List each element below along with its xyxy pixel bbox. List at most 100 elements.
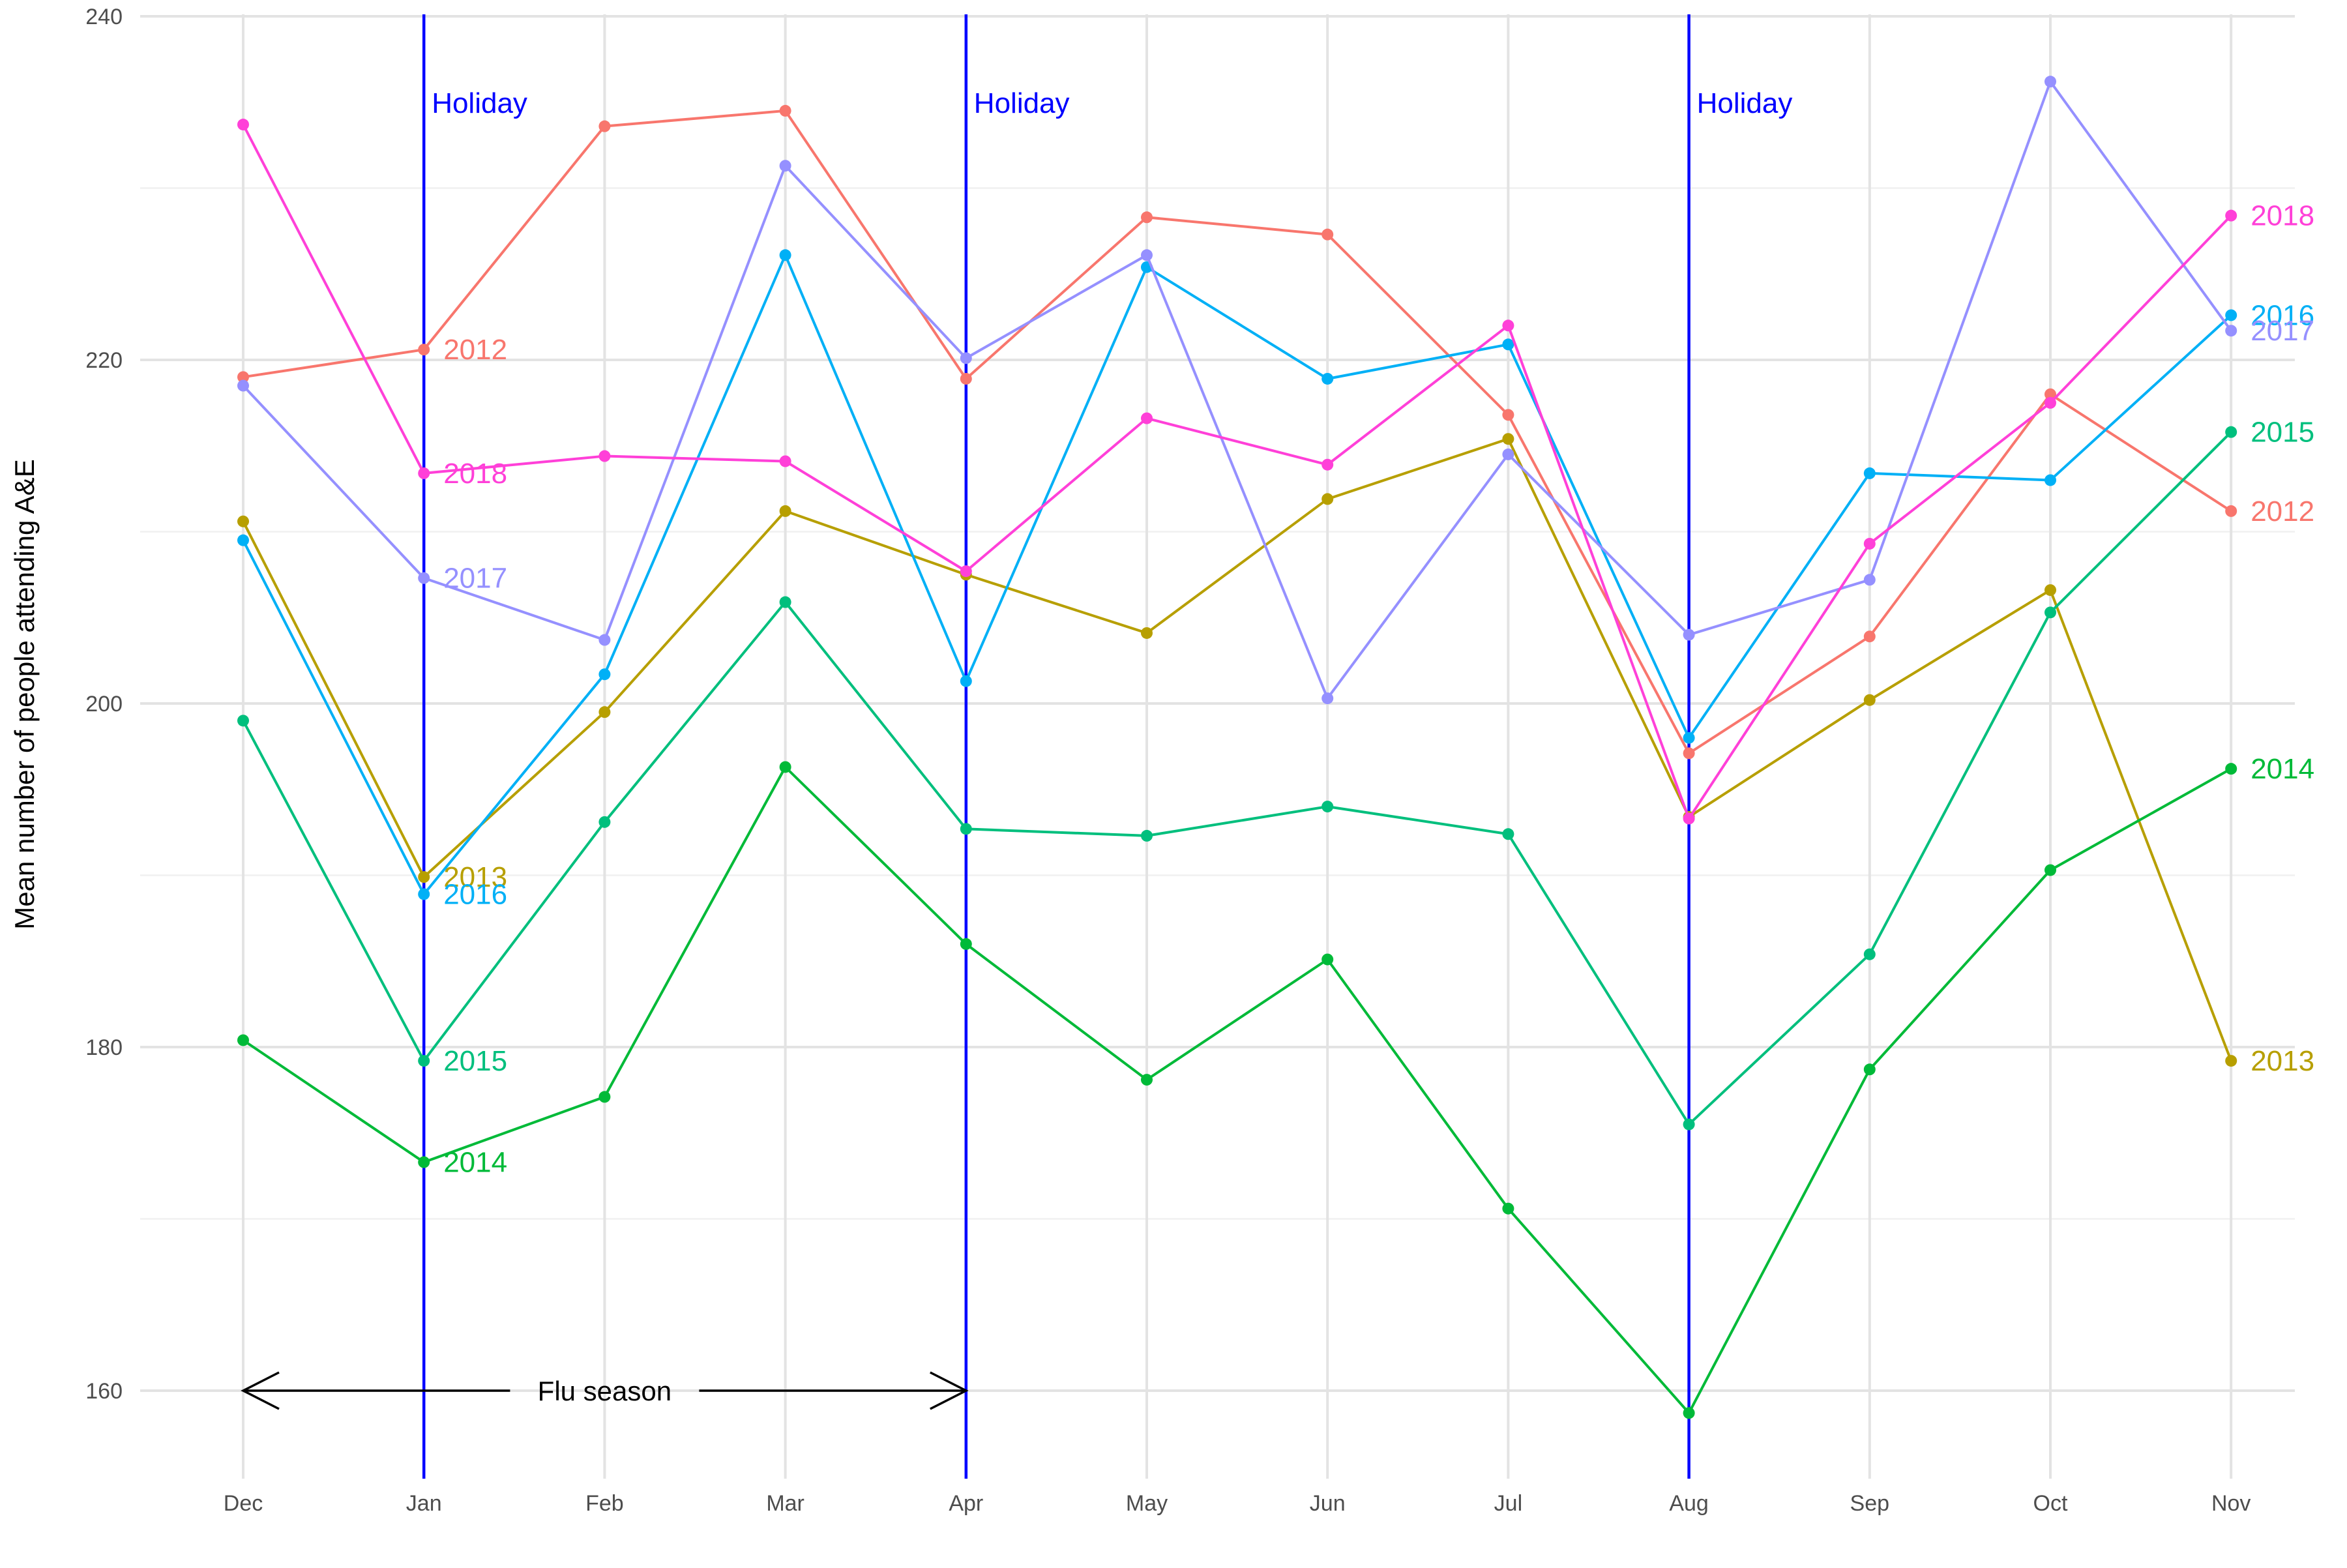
data-point xyxy=(1863,467,1876,479)
data-point xyxy=(779,596,791,608)
data-point xyxy=(237,534,249,546)
data-point xyxy=(237,1034,249,1046)
data-point xyxy=(2044,606,2056,619)
series-label-nov: 2018 xyxy=(2251,200,2314,232)
data-point xyxy=(1863,948,1876,960)
data-point xyxy=(960,352,972,364)
data-point xyxy=(779,761,791,773)
data-point xyxy=(418,344,430,356)
data-point xyxy=(1141,829,1153,842)
data-point xyxy=(1141,249,1153,261)
data-point xyxy=(1683,1407,1695,1419)
data-point xyxy=(237,371,249,383)
data-point xyxy=(237,119,249,131)
holiday-label: Holiday xyxy=(1697,87,1793,119)
data-point xyxy=(960,938,972,950)
x-tick-label: Oct xyxy=(2033,1491,2068,1516)
data-point xyxy=(2225,325,2237,337)
series-label-jan: 2018 xyxy=(443,458,507,490)
data-point xyxy=(2044,396,2056,409)
series-2018: 2018 2018 xyxy=(237,119,2314,825)
series-label-nov: 2013 xyxy=(2251,1045,2314,1077)
annotations: Flu season xyxy=(241,1371,969,1410)
x-tick-label: Mar xyxy=(766,1491,804,1516)
data-point xyxy=(598,120,611,132)
data-point xyxy=(1321,458,1334,471)
data-point xyxy=(1683,812,1695,825)
series-label-jan: 2014 xyxy=(443,1147,507,1179)
data-point xyxy=(1683,747,1695,760)
data-point xyxy=(598,668,611,681)
data-point xyxy=(598,450,611,462)
x-tick-label: Jul xyxy=(1494,1491,1522,1516)
series-group: 2012201220132013201420142015201520162016… xyxy=(237,76,2314,1419)
data-point xyxy=(1141,627,1153,639)
data-point xyxy=(2225,763,2237,775)
y-axis-title: Mean number of people attending A&E xyxy=(9,459,40,930)
data-point xyxy=(1321,228,1334,241)
arrowhead-right xyxy=(930,1371,969,1410)
data-point xyxy=(598,1091,611,1103)
data-point xyxy=(2225,426,2237,438)
data-point xyxy=(1502,338,1514,351)
holiday-lines: Holiday Holiday Holiday xyxy=(422,14,1793,1479)
series-line xyxy=(243,109,2232,755)
series-label-nov: 2015 xyxy=(2251,417,2314,449)
series-2015: 2015 2015 xyxy=(237,417,2314,1131)
series-line xyxy=(242,254,2232,896)
data-point xyxy=(1502,433,1514,445)
data-point xyxy=(418,871,430,883)
data-point xyxy=(779,455,791,467)
data-point xyxy=(598,816,611,828)
series-label-nov: 2016 xyxy=(2251,299,2314,331)
data-point xyxy=(418,467,430,479)
y-tick-label: 200 xyxy=(85,692,123,717)
data-point xyxy=(1683,629,1695,641)
data-point xyxy=(1321,493,1334,505)
data-point xyxy=(960,565,972,578)
data-point xyxy=(1502,448,1514,460)
y-tick-label: 240 xyxy=(85,5,123,29)
series-label-jan: 2016 xyxy=(443,878,507,910)
series-2017: 2017 2017 xyxy=(237,76,2314,705)
series-label-jan: 2012 xyxy=(443,334,507,366)
series-line xyxy=(242,437,2233,1061)
data-point xyxy=(2225,1055,2237,1067)
data-point xyxy=(1141,412,1153,424)
series-2016: 2016 2016 xyxy=(237,249,2314,910)
x-tick-label: Apr xyxy=(949,1491,983,1516)
holiday-label: Holiday xyxy=(432,87,527,119)
data-point xyxy=(418,888,430,900)
data-point xyxy=(1863,574,1876,586)
x-tick-label: Nov xyxy=(2211,1491,2251,1516)
data-point xyxy=(418,1055,430,1067)
series-label-jan: 2015 xyxy=(443,1045,507,1077)
x-tick-label: Sep xyxy=(1850,1491,1890,1516)
data-point xyxy=(1863,694,1876,706)
data-point xyxy=(418,1156,430,1168)
data-point xyxy=(237,515,249,527)
x-tick-label: Aug xyxy=(1669,1491,1709,1516)
data-point xyxy=(2044,864,2056,876)
series-label-jan: 2013 xyxy=(443,861,507,893)
series-2013: 2013 2013 xyxy=(237,433,2314,1077)
data-point xyxy=(237,715,249,727)
series-line xyxy=(242,124,2232,820)
x-tick-label: Jan xyxy=(406,1491,442,1516)
data-point xyxy=(598,634,611,646)
data-point xyxy=(1683,732,1695,744)
data-point xyxy=(1502,1202,1514,1215)
data-point xyxy=(779,505,791,517)
data-point xyxy=(1321,801,1334,813)
series-line xyxy=(242,765,2232,1415)
series-line xyxy=(242,431,2232,1126)
x-tick-label: Dec xyxy=(224,1491,263,1516)
series-2012: 2012 2012 xyxy=(237,104,2314,760)
data-point xyxy=(779,249,791,261)
data-point xyxy=(779,160,791,172)
series-2014: 2014 2014 xyxy=(237,753,2314,1419)
data-point xyxy=(598,706,611,718)
holiday-label: Holiday xyxy=(974,87,1070,119)
data-point xyxy=(1863,537,1876,550)
